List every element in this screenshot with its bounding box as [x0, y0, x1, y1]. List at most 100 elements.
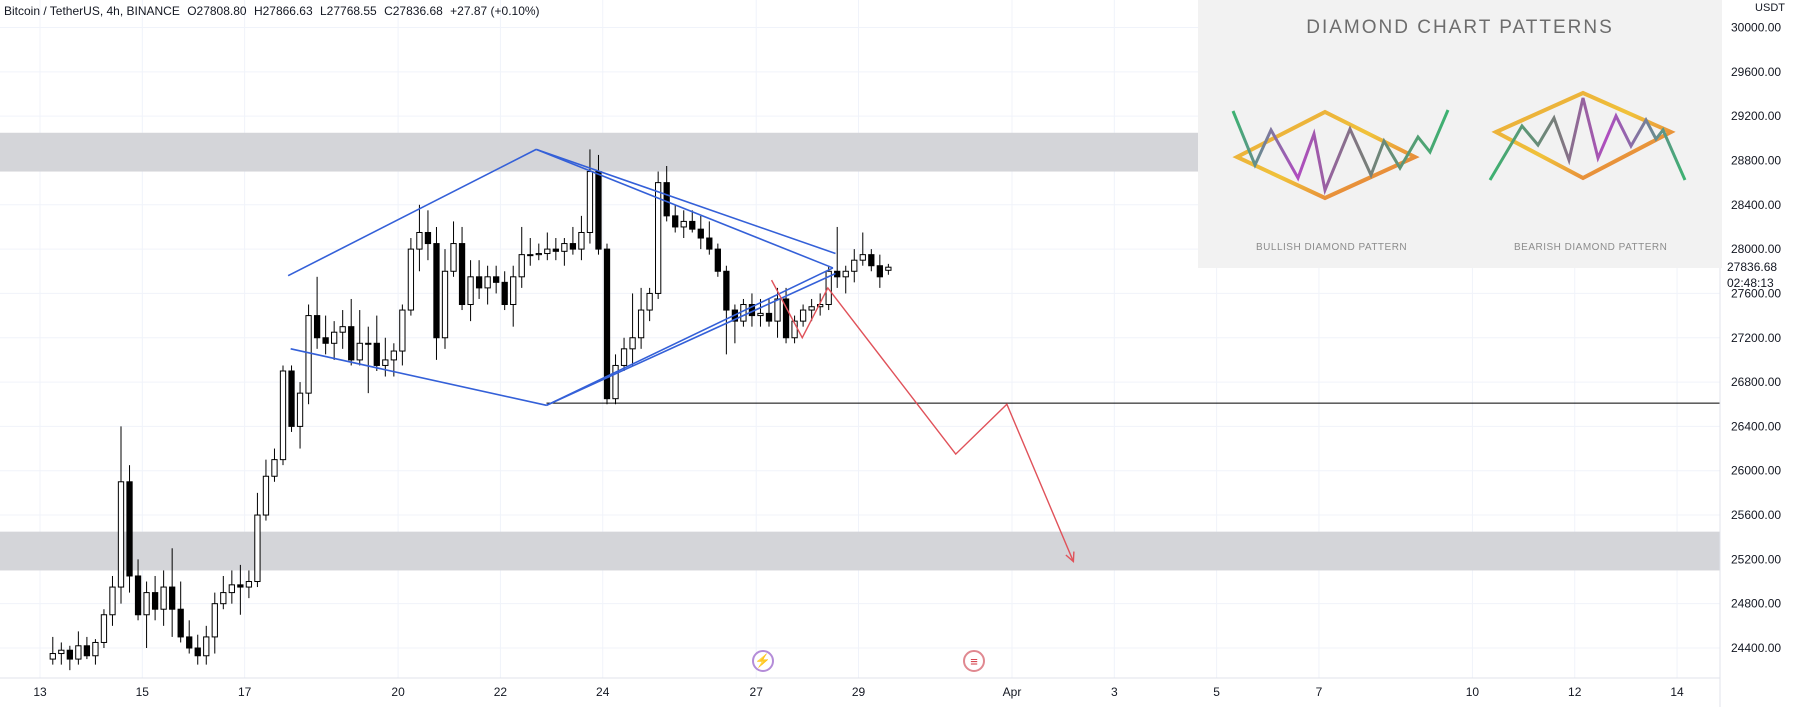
- candle-body: [305, 315, 312, 394]
- candle-body: [646, 292, 653, 311]
- diamond-trendline: [546, 267, 834, 407]
- candle-body: [109, 586, 116, 616]
- x-tick-label: 10: [1466, 685, 1480, 699]
- candle-body: [620, 348, 628, 366]
- candle-body: [186, 636, 193, 649]
- high-value: H27866.63: [253, 4, 313, 18]
- pattern-illustrations: [1231, 90, 1687, 201]
- candle-body: [484, 276, 491, 289]
- candle-body: [245, 581, 253, 588]
- candle-body: [782, 298, 790, 339]
- candle-body: [518, 254, 525, 278]
- candle-body: [399, 309, 406, 352]
- candle-body: [390, 350, 397, 361]
- candle-body: [382, 359, 389, 366]
- candle-body: [237, 584, 244, 588]
- diamond-trendline: [287, 148, 537, 277]
- candle-body: [75, 645, 82, 660]
- candle-body: [475, 276, 483, 289]
- price-scale-currency: USDT: [1755, 2, 1785, 14]
- candle-body: [603, 248, 611, 400]
- candle-body: [296, 392, 304, 427]
- candle-body: [322, 337, 329, 344]
- y-tick-label: 30000.00: [1731, 21, 1781, 35]
- candle-body: [876, 265, 883, 278]
- candle-body: [203, 636, 210, 657]
- candle-body: [169, 586, 176, 610]
- symbol-header: Bitcoin / TetherUS, 4h, BINANCE O27808.8…: [4, 4, 544, 18]
- change-value: +27.87 (+0.10%): [450, 4, 540, 18]
- candle-body: [228, 584, 235, 594]
- candle-body: [663, 182, 670, 217]
- candle-body: [194, 647, 201, 657]
- x-tick-label: 17: [238, 685, 252, 699]
- candle-body: [655, 182, 662, 294]
- candle-body: [697, 228, 704, 239]
- candle-body: [339, 326, 346, 333]
- candle-body: [851, 259, 858, 272]
- candle-body: [552, 248, 559, 252]
- x-tick-label: 14: [1670, 685, 1684, 699]
- candle-body: [723, 270, 730, 311]
- projection-path: [770, 279, 1075, 562]
- candle-body: [407, 248, 415, 311]
- candle-body: [151, 592, 159, 610]
- candle-body: [134, 575, 142, 616]
- lightning-icon[interactable]: ⚡: [752, 650, 774, 672]
- candle-body: [58, 649, 65, 655]
- x-tick-label: 27: [750, 685, 764, 699]
- x-tick-label: 12: [1568, 685, 1582, 699]
- bullish-zigzag: [1231, 109, 1450, 196]
- candle-body: [365, 342, 372, 345]
- chart-drawings[interactable]: [287, 148, 1720, 564]
- diamond-trendline: [535, 148, 834, 269]
- close-value: C27836.68: [384, 4, 443, 18]
- open-value: O27808.80: [187, 4, 247, 18]
- y-tick-label: 26400.00: [1731, 419, 1781, 433]
- candle-body: [714, 248, 721, 272]
- candle-body: [348, 326, 355, 361]
- candle-body: [288, 370, 295, 427]
- bearish-diamond-shape: [1491, 90, 1676, 181]
- candle-body: [220, 592, 227, 605]
- candle-body: [535, 253, 542, 256]
- bar-countdown-label: 02:48:13: [1727, 276, 1774, 290]
- candle-body: [885, 266, 892, 271]
- candle-body: [637, 309, 645, 339]
- candlestick-series: [49, 149, 892, 671]
- candle-body: [569, 243, 577, 250]
- candle-body: [493, 276, 500, 283]
- candle-body: [467, 276, 474, 306]
- y-tick-label: 28800.00: [1731, 153, 1781, 167]
- x-tick-label: 20: [391, 685, 405, 699]
- us-flag-icon[interactable]: ≡: [963, 650, 985, 672]
- y-tick-label: 25600.00: [1731, 508, 1781, 522]
- candle-body: [799, 309, 807, 322]
- inset-title: DIAMOND CHART PATTERNS: [1306, 17, 1614, 38]
- x-tick-label: 29: [852, 685, 866, 699]
- candle-body: [629, 337, 636, 350]
- y-tick-label: 24800.00: [1731, 597, 1781, 611]
- candle-body: [416, 231, 423, 250]
- candle-body: [92, 641, 99, 657]
- candle-body: [262, 475, 270, 516]
- candle-body: [126, 481, 133, 577]
- candle-body: [424, 231, 432, 245]
- y-tick-label: 27200.00: [1731, 331, 1781, 345]
- candle-body: [672, 215, 679, 228]
- bearish-zigzag: [1488, 97, 1687, 181]
- symbol-title[interactable]: Bitcoin / TetherUS, 4h, BINANCE: [4, 4, 180, 18]
- candle-body: [808, 306, 815, 311]
- candle-body: [66, 649, 73, 660]
- candle-body: [254, 514, 261, 583]
- candle-body: [356, 342, 363, 361]
- candle-body: [706, 237, 713, 250]
- projection-arrowhead: [1065, 551, 1075, 564]
- candle-body: [578, 231, 585, 250]
- candle-body: [313, 315, 321, 339]
- candle-body: [842, 270, 849, 278]
- x-tick-label: 13: [33, 685, 47, 699]
- candle-body: [817, 304, 824, 308]
- x-tick-label: 3: [1111, 685, 1118, 699]
